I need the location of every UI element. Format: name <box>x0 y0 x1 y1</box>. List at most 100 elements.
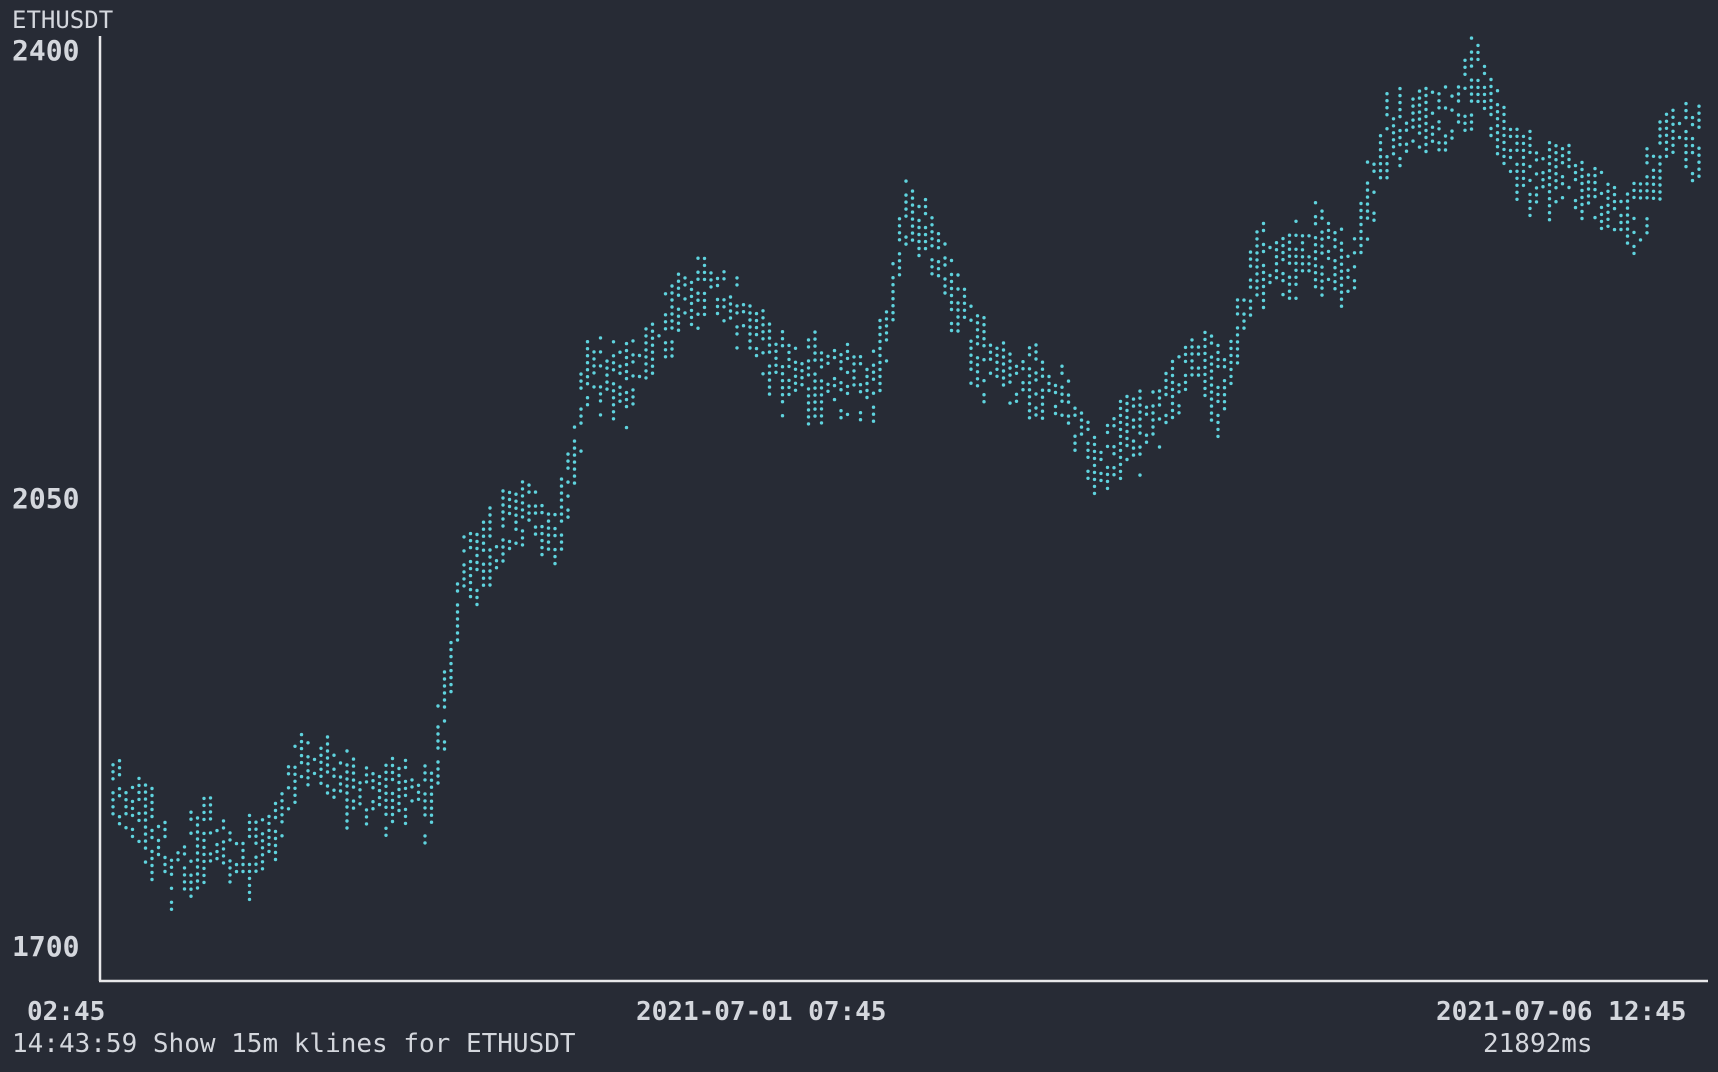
price-dot-1299 <box>1333 259 1337 263</box>
price-dot-1400 <box>1424 121 1428 126</box>
price-dot-101 <box>202 817 206 822</box>
price-dot-549 <box>624 376 629 381</box>
price-dot-1424 <box>1450 129 1454 133</box>
price-dot-690 <box>774 356 778 360</box>
price-dot-352 <box>449 682 453 687</box>
price-dot-800 <box>878 318 882 323</box>
price-dot-579 <box>657 334 661 338</box>
price-dot-1171 <box>1222 386 1227 390</box>
price-dot-1209 <box>1255 272 1259 276</box>
price-dot-1120 <box>1183 352 1188 357</box>
price-dot-9 <box>117 773 122 777</box>
price-dot-619 <box>696 291 700 295</box>
price-dot-1347 <box>1378 148 1383 152</box>
price-dot-766 <box>839 388 843 392</box>
price-dot-927 <box>982 379 986 383</box>
price-dot-1254 <box>1294 268 1298 272</box>
price-dot-819 <box>891 283 895 287</box>
price-dot-469 <box>553 561 557 566</box>
price-dot-778 <box>852 369 856 373</box>
price-dot-848 <box>917 204 921 209</box>
price-dot-1186 <box>1235 333 1240 337</box>
price-dot-722 <box>806 359 811 363</box>
price-dot-1401 <box>1424 128 1428 133</box>
price-dot-1483 <box>1502 133 1506 138</box>
price-dot-1548 <box>1554 179 1558 183</box>
price-dot-258 <box>364 808 369 812</box>
price-dot-1479 <box>1502 105 1506 110</box>
price-dot-763 <box>839 360 843 364</box>
price-dot-207 <box>306 783 310 787</box>
price-dot-459 <box>546 519 551 523</box>
price-dot-582 <box>663 320 668 324</box>
price-dot-1642 <box>1651 189 1656 193</box>
price-dot-1568 <box>1580 167 1584 172</box>
price-dot-711 <box>793 360 798 364</box>
price-dot-1567 <box>1580 160 1584 165</box>
price-dot-501 <box>579 449 583 453</box>
price-dot-264 <box>371 800 375 804</box>
price-dot-1073 <box>1131 453 1136 457</box>
status-message: 14:43:59 Show 15m klines for ETHUSDT <box>12 1031 576 1057</box>
price-dot-267 <box>377 781 382 786</box>
price-dot-490 <box>572 453 577 457</box>
price-dot-460 <box>546 526 551 530</box>
price-dot-289 <box>390 819 395 824</box>
price-dot-746 <box>819 379 824 383</box>
price-dot-313 <box>423 778 427 782</box>
price-dot-1243 <box>1287 254 1292 258</box>
price-dot-185 <box>286 765 291 769</box>
price-dot-1583 <box>1593 180 1597 185</box>
price-dot-1096 <box>1157 403 1162 407</box>
price-dot-432 <box>520 480 525 484</box>
price-dot-1102 <box>1164 392 1168 397</box>
price-dot-1643 <box>1651 196 1656 200</box>
price-dot-153 <box>254 834 258 838</box>
price-dot-1287 <box>1320 279 1324 283</box>
price-dot-863 <box>930 223 934 227</box>
price-dot-1307 <box>1339 255 1344 259</box>
price-dot-239 <box>345 798 349 802</box>
price-dot-1411 <box>1437 99 1441 103</box>
price-dot-1552 <box>1560 154 1565 158</box>
price-dot-1352 <box>1385 92 1389 96</box>
price-dot-1261 <box>1300 255 1305 259</box>
price-dot-1460 <box>1482 99 1487 104</box>
price-dot-1093 <box>1151 432 1155 436</box>
price-dot-1595 <box>1606 196 1610 200</box>
price-dot-138 <box>241 855 245 860</box>
price-dot-1442 <box>1469 78 1474 82</box>
price-dot-1197 <box>1248 264 1253 268</box>
price-dot-1652 <box>1658 183 1662 187</box>
price-dot-816 <box>884 359 889 363</box>
price-dot-1572 <box>1580 195 1584 200</box>
price-dot-209 <box>312 771 317 776</box>
price-dot-1538 <box>1547 190 1552 194</box>
price-dot-1189 <box>1235 354 1240 358</box>
price-dot-1551 <box>1560 147 1565 151</box>
price-dot-1035 <box>1105 444 1110 449</box>
price-dot-939 <box>1001 341 1006 345</box>
price-dot-556 <box>631 360 635 364</box>
price-dot-548 <box>624 369 629 374</box>
price-dot-48 <box>150 828 154 833</box>
price-dot-1399 <box>1424 114 1428 119</box>
price-dot-1379 <box>1404 142 1409 146</box>
price-dot-609 <box>689 280 694 285</box>
price-dot-85 <box>189 887 193 891</box>
price-dot-1313 <box>1339 297 1344 301</box>
price-dot-1684 <box>1690 150 1695 155</box>
price-dot-1242 <box>1287 247 1292 251</box>
price-dot-665 <box>754 311 759 316</box>
price-dot-381 <box>475 560 479 565</box>
price-dot-485 <box>566 508 570 512</box>
price-dot-887 <box>949 300 954 305</box>
price-dot-998 <box>1060 413 1064 417</box>
price-dot-1182 <box>1235 298 1240 302</box>
price-dot-970 <box>1034 343 1038 347</box>
price-dot-1392 <box>1417 124 1422 128</box>
price-dot-587 <box>670 284 674 288</box>
price-dot-705 <box>787 357 791 362</box>
price-dot-455 <box>540 538 544 543</box>
price-dot-510 <box>585 403 590 407</box>
